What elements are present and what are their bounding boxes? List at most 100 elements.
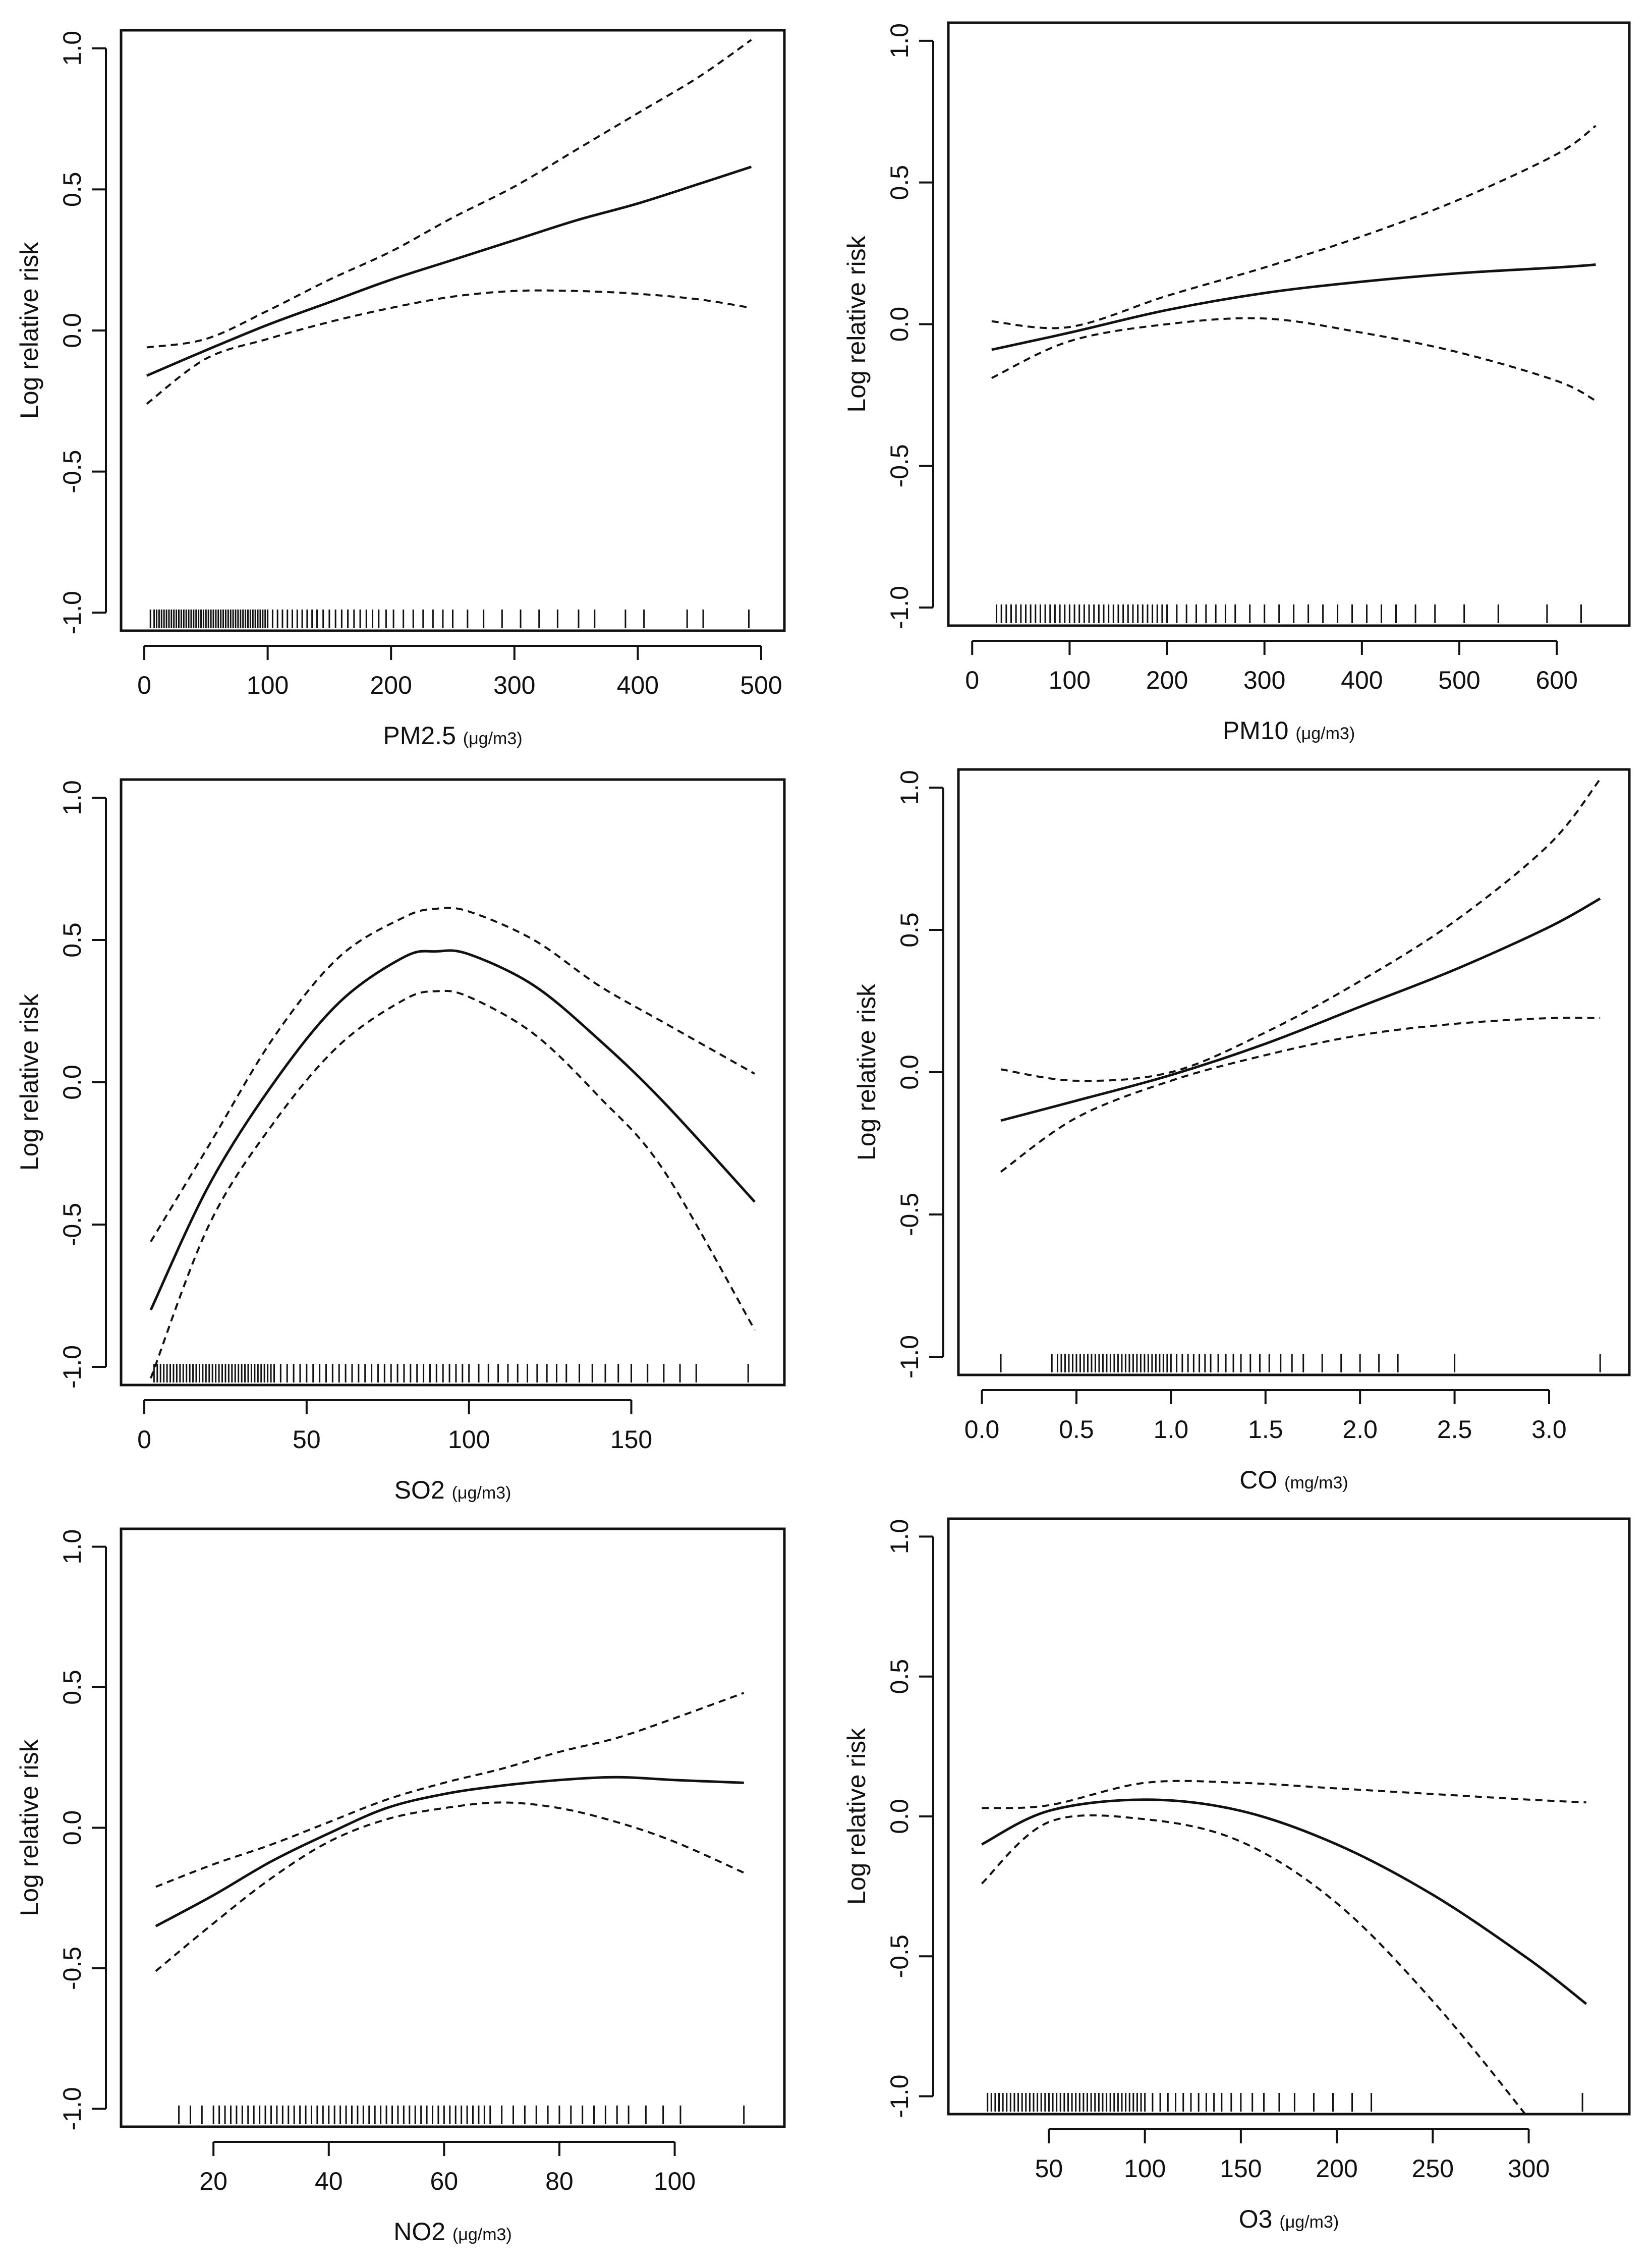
ci-upper-curve [991,125,1597,329]
x-tick-label: 500 [740,671,782,699]
y-tick-label: 1.0 [58,1529,86,1565]
ci-lower-curve [1000,1017,1601,1173]
y-tick-label: -1.0 [885,586,914,629]
y-tick-label: -0.5 [885,1934,914,1978]
y-tick-label: -0.5 [58,1203,86,1246]
y-tick-label: -0.5 [895,1193,924,1236]
y-axis-label: Log relative risk [15,242,43,419]
x-tick-label: 300 [1508,2154,1550,2183]
x-tick-label: 50 [1035,2154,1063,2183]
x-tick-label: 20 [199,2167,227,2195]
x-axis-label: NO2 (μg/m3) [393,2218,512,2246]
y-tick-label: 1.0 [885,1519,914,1555]
panel-4: 0.0 0.5 1.0 1.5 2.0 2.5 3.0 -1.0 -0.5 0.0 0.5 1.0 Lo… [852,768,1631,1494]
ci-lower-curve [155,1801,745,1972]
ci-upper-curve [150,907,756,1242]
x-axis-label: CO (mg/m3) [1239,1466,1348,1494]
y-axis-label: Log relative risk [852,983,881,1160]
estimate-curve [155,1776,744,1927]
ci-upper-curve [155,1692,745,1888]
estimate-curve [149,949,756,1311]
estimate-curve [991,263,1596,351]
x-tick-label: 150 [1220,2154,1262,2183]
y-tick-label: 0.0 [58,1810,86,1846]
y-axis-label: Log relative risk [15,1739,43,1916]
panel-5: 20 40 60 80 100 -1.0 -0.5 0.0 0.5 1.0 Log relative… [15,1527,786,2246]
x-tick-label: 250 [1412,2154,1454,2183]
x-tick-label: 200 [370,671,412,699]
x-tick-label: 200 [1146,666,1188,694]
x-tick-label: 100 [654,2167,696,2195]
x-tick-label: 200 [1316,2154,1357,2183]
estimate-curve [981,1798,1587,2005]
y-tick-label: 0.5 [895,912,924,948]
estimate-curve [1000,897,1601,1122]
x-tick-label: 80 [545,2167,574,2195]
x-tick-label: 0 [965,666,979,694]
x-axis-label: PM10 (μg/m3) [1223,716,1355,745]
panel-6: 50 100 150 200 250 300 -1.0 -0.5 0.0 0.5 1.0 Log re… [842,1517,1631,2233]
plot-frame [120,778,786,1387]
ci-lower-curve [150,989,756,1379]
y-tick-label: 0.5 [885,1659,914,1694]
x-tick-label: 150 [610,1425,652,1454]
x-tick-label: 3.0 [1531,1415,1567,1444]
x-tick-label: 1.0 [1154,1415,1189,1444]
x-tick-label: 400 [617,671,659,699]
panel-3: 0 50 100 150 -1.0 -0.5 0.0 0.5 1.0 Log relative r… [15,778,786,1504]
y-axis-label: Log relative risk [842,235,871,412]
x-tick-label: 100 [1124,2154,1166,2183]
ci-lower-curve [991,317,1597,402]
rug-marks [178,2106,745,2124]
x-tick-label: 300 [1243,666,1285,694]
y-tick-label: 0.5 [58,172,86,207]
ci-upper-curve [1000,778,1601,1082]
x-tick-label: 100 [448,1425,490,1454]
y-tick-label: 1.0 [58,780,86,815]
y-tick-label: -1.0 [58,2087,86,2130]
ci-upper-curve [982,1780,1586,1809]
y-tick-label: -1.0 [58,1345,86,1389]
y-tick-label: 1.0 [895,770,924,805]
x-tick-label: 0.0 [964,1415,1000,1444]
estimate-curve [146,165,752,377]
x-tick-label: 50 [293,1425,321,1454]
x-tick-label: 0 [137,671,151,699]
x-axis-label: SO2 (μg/m3) [394,1476,511,1504]
y-axis-label: Log relative risk [842,1728,871,1905]
x-tick-label: 60 [430,2167,459,2195]
x-axis-label: PM2.5 (μg/m3) [383,722,522,750]
x-tick-label: 600 [1535,666,1577,694]
y-axis-label: Log relative risk [15,993,43,1171]
y-tick-label: -1.0 [885,2075,914,2118]
x-tick-label: 0.5 [1059,1415,1094,1444]
plot-frame [947,1517,1631,2116]
plot-frame [947,21,1631,627]
y-tick-label: 0.0 [895,1055,924,1090]
y-tick-label: 0.5 [58,922,86,958]
plot-frame [120,1527,786,2128]
rug-marks [987,2093,1583,2112]
ci-upper-curve [146,39,752,349]
x-tick-label: 1.5 [1248,1415,1283,1444]
y-tick-label: 0.5 [885,165,914,200]
rug-marks [1000,1354,1601,1372]
panel-1: 0 100 200 300 400 500 -1.0 -0.5 0.0 0.5 1.0 Log rel… [15,29,786,750]
y-tick-label: -1.0 [895,1335,924,1378]
x-tick-label: 500 [1438,666,1480,694]
x-tick-label: 100 [247,671,289,699]
rug-marks [996,604,1582,623]
x-tick-label: 100 [1049,666,1091,694]
plot-frame [957,768,1631,1376]
y-tick-label: 0.0 [885,307,914,342]
panel-2: 0 100 200 300 400 500 600 -1.0 -0.5 0.0 0.5 1.0 Log … [842,21,1631,745]
x-tick-label: 2.0 [1342,1415,1378,1444]
ci-lower-curve [981,1814,1527,2114]
x-tick-label: 0 [137,1425,151,1454]
rug-marks [153,1364,749,1382]
x-tick-label: 400 [1341,666,1383,694]
rug-marks [149,610,750,628]
y-tick-label: -0.5 [885,444,914,487]
y-tick-label: -1.0 [58,591,86,634]
